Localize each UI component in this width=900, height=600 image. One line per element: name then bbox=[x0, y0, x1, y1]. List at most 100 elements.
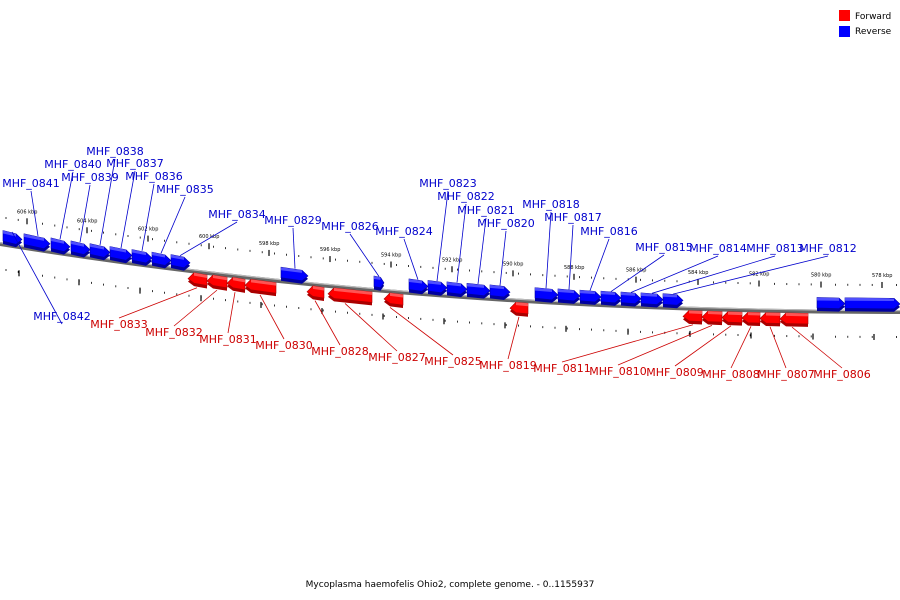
MHF_0841-gene bbox=[23, 233, 51, 252]
lower-ruler bbox=[5, 268, 897, 340]
MHF_0834-gene bbox=[170, 254, 191, 271]
ruler-tick-label: 586 kbp bbox=[626, 268, 646, 274]
MHF_0830-gene bbox=[244, 279, 277, 297]
MHF_0831-leader-line bbox=[227, 292, 236, 334]
MHF_0812-gene bbox=[662, 293, 684, 309]
MHF_0822-leader-line bbox=[456, 203, 467, 283]
MHF_0808-label: MHF_0808 bbox=[702, 368, 760, 381]
MHF_0829-label: MHF_0829 bbox=[264, 214, 322, 227]
MHF_0814-gene bbox=[620, 291, 642, 307]
MHF_0824-gene bbox=[408, 278, 429, 295]
ruler-tick-label: 588 kbp bbox=[564, 265, 584, 271]
MHF_0816-label: MHF_0816 bbox=[580, 225, 638, 238]
legend: Forward Reverse bbox=[839, 10, 892, 37]
MHF_0810-gene-highlight bbox=[708, 311, 722, 315]
MHF_0827-gene-highlight bbox=[334, 287, 372, 295]
MHF_0829-gene bbox=[280, 266, 309, 284]
MHF_0819-gene-highlight bbox=[516, 302, 528, 307]
MHF_0806-gene bbox=[779, 312, 809, 327]
MHF_0827-label: MHF_0827 bbox=[368, 351, 426, 364]
MHF_0830-leader-line bbox=[259, 294, 285, 340]
MHF_0823-gene bbox=[427, 280, 448, 296]
MHF_0831-gene bbox=[226, 276, 246, 293]
MHF_0815-leader-line bbox=[610, 254, 665, 292]
MHF_0822-gene-highlight bbox=[447, 281, 461, 287]
MHF_0823-leader-line bbox=[436, 190, 449, 282]
MHF_0838-gene-highlight bbox=[90, 243, 104, 250]
ruler-tick-label: 578 kbp bbox=[872, 273, 892, 279]
MHF_0808-gene-highlight bbox=[748, 312, 760, 316]
MHF_0840-gene-highlight bbox=[51, 237, 64, 244]
MHF_0807-leader-line bbox=[769, 326, 787, 369]
MHF_0819-gene bbox=[509, 301, 529, 317]
MHF_0835-gene bbox=[151, 251, 172, 269]
MHF_0832-gene-highlight bbox=[213, 274, 227, 281]
MHF_0813-gene-highlight bbox=[641, 292, 657, 297]
ruler-tick-label: 594 kbp bbox=[381, 253, 401, 259]
MHF_0842-gene-highlight bbox=[3, 230, 16, 237]
MHF_0828-leader-line bbox=[314, 300, 341, 346]
MHF_0835-gene-highlight bbox=[152, 252, 165, 258]
MHF_0818-label: MHF_0818 bbox=[522, 198, 580, 211]
MHF_0820-gene-highlight bbox=[490, 284, 504, 290]
MHF_0822-label: MHF_0822 bbox=[437, 190, 495, 203]
MHF_0819-label: MHF_0819 bbox=[479, 359, 537, 372]
MHF_0807-gene bbox=[759, 312, 781, 327]
MHF_0837-gene-highlight bbox=[110, 246, 126, 253]
legend-forward-label: Forward bbox=[855, 12, 891, 22]
MHF_0825-gene bbox=[383, 292, 404, 308]
MHF_0842-label: MHF_0842 bbox=[33, 310, 91, 323]
MHF_0829-gene-highlight bbox=[281, 267, 302, 273]
MHF_0836-leader-line bbox=[141, 183, 155, 251]
MHF_0817-gene-highlight bbox=[558, 288, 574, 294]
MHF_0831-gene-highlight bbox=[233, 277, 245, 283]
MHF_0811-gene-highlight bbox=[689, 310, 702, 315]
ruler-tick-label: 590 kbp bbox=[503, 261, 523, 267]
MHF_0834-leader-line bbox=[179, 221, 238, 257]
MHF_0811-gene bbox=[682, 310, 703, 325]
MHF_0816-gene bbox=[579, 289, 602, 305]
ruler-tick-label: 582 kbp bbox=[749, 272, 769, 278]
MHF_0812-leader-line bbox=[672, 255, 829, 295]
MHF_0838-gene bbox=[89, 243, 111, 261]
legend-reverse-swatch bbox=[839, 26, 850, 37]
MHF_0826-leader-line bbox=[349, 233, 380, 277]
MHF_0824-gene-highlight bbox=[409, 278, 422, 284]
MHF_0815-gene bbox=[600, 290, 622, 306]
upper-ruler: 606 kbp 604 kbp 602 kbp 600 kbp 598 kbp 596 k… bbox=[5, 209, 897, 288]
MHF_0807-label: MHF_0807 bbox=[757, 368, 815, 381]
MHF_0836-gene bbox=[131, 249, 153, 266]
MHF_0806-gene-highlight bbox=[786, 312, 808, 317]
MHF_0821-label: MHF_0821 bbox=[457, 204, 515, 217]
MHF_0811-leader-line bbox=[561, 324, 694, 363]
MHF_0842-leader-line bbox=[11, 231, 63, 325]
MHF_0814-gene-highlight bbox=[621, 292, 635, 296]
MHF_0833-leader-line bbox=[118, 287, 198, 319]
ruler-tick-label: 584 kbp bbox=[688, 270, 708, 276]
MHF_0833-gene-highlight bbox=[194, 272, 207, 278]
MHF_0825-gene-highlight bbox=[390, 292, 403, 298]
MHF_0808-gene bbox=[741, 311, 761, 327]
MHF_0840-gene bbox=[50, 237, 71, 255]
MHF_0824-label: MHF_0824 bbox=[375, 225, 433, 238]
MHF_0832-label: MHF_0832 bbox=[145, 326, 203, 339]
MHF_0808-leader-line bbox=[730, 326, 752, 369]
MHF_0830-label: MHF_0830 bbox=[255, 339, 313, 352]
MHF_0816-gene-highlight bbox=[580, 290, 595, 295]
MHF_0824-leader-line bbox=[403, 238, 419, 280]
MHF_0812-label: MHF_0812 bbox=[799, 242, 857, 255]
MHF_0814-label: MHF_0814 bbox=[689, 242, 747, 255]
MHF_0809-gene-highlight bbox=[728, 311, 742, 316]
gene-features bbox=[2, 230, 900, 327]
MHF_0809-leader-line bbox=[674, 325, 732, 367]
MHF_0834-gene-highlight bbox=[171, 254, 184, 260]
MHF_0834-label: MHF_0834 bbox=[208, 208, 266, 221]
MHF_0823-gene-highlight bbox=[428, 280, 441, 285]
MHF_0817-leader-line bbox=[568, 224, 574, 290]
MHF_0814-leader-line bbox=[630, 255, 719, 293]
MHF_0816-leader-line bbox=[589, 238, 610, 291]
MHF_0810-leader-line bbox=[617, 324, 713, 366]
MHF_rev_tail-gene bbox=[816, 297, 846, 312]
